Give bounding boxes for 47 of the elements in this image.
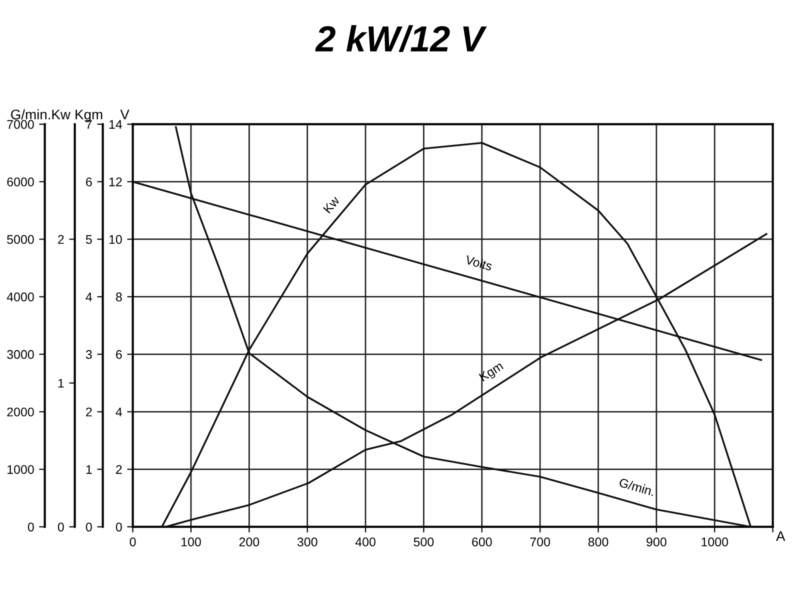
text: Kw <box>322 195 340 214</box>
y-tick-label: 10 <box>109 235 122 244</box>
x-tick-label: 400 <box>355 538 376 546</box>
y-tick-label: 6 <box>116 350 122 359</box>
x-tick-label: 0 <box>130 538 136 546</box>
x-tick-label: 200 <box>239 538 260 546</box>
y2-tick-label: 1 <box>86 465 92 474</box>
x-tick-label: 500 <box>414 538 434 546</box>
y-tick-label: 2000 <box>7 408 34 416</box>
y-tick-label: 0 <box>116 522 122 532</box>
x-tick-label: 300 <box>297 538 318 546</box>
x-tick-label: 600 <box>472 538 492 546</box>
text: G/min. <box>618 478 655 496</box>
y3-tick-label: 0 <box>58 522 64 532</box>
y-axis-title: V <box>120 110 130 120</box>
y2-tick-label: 4 <box>86 292 92 302</box>
y-tick-label: 0 <box>28 522 34 532</box>
y-tick-label: 2 <box>116 465 122 474</box>
y2-tick-label: 3 <box>86 350 92 359</box>
x-tick-label: 1000 <box>702 538 728 546</box>
y3-tick-label: 1 <box>58 378 64 388</box>
x-axis-title: A <box>776 531 786 541</box>
y2-tick-label: 2 <box>86 408 92 416</box>
y2-tick-label: 5 <box>86 235 92 244</box>
y-tick-label: 3000 <box>7 350 34 359</box>
y-tick-label: 5000 <box>7 235 34 244</box>
y-tick-label: 8 <box>116 292 122 302</box>
y-tick-label: 6000 <box>7 178 34 186</box>
y3-tick-label: 2 <box>58 235 64 244</box>
text: Volts <box>464 254 493 271</box>
text: Kgm <box>478 361 505 384</box>
x-tick-label: 100 <box>182 538 201 546</box>
y-tick-label: 4000 <box>6 292 34 302</box>
y2-tick-label: 0 <box>86 522 92 532</box>
y2-tick-label: 6 <box>86 178 92 186</box>
y-axis-title: G/min. <box>11 109 50 120</box>
y-tick-label: 14 <box>109 120 122 129</box>
y3-axis-title: Kw <box>52 110 70 120</box>
chart-title: 2 kW/12 V <box>315 25 487 52</box>
x-tick-label: 800 <box>588 538 608 546</box>
y-tick-label: 1000 <box>8 465 34 474</box>
x-tick-label: 900 <box>646 538 666 546</box>
y-tick-label: 4 <box>116 408 122 416</box>
y-tick-label: 12 <box>109 178 122 186</box>
y2-axis-title: Kgm <box>76 110 102 122</box>
y-tick-label: 7000 <box>7 120 34 129</box>
x-tick-label: 700 <box>530 538 550 546</box>
